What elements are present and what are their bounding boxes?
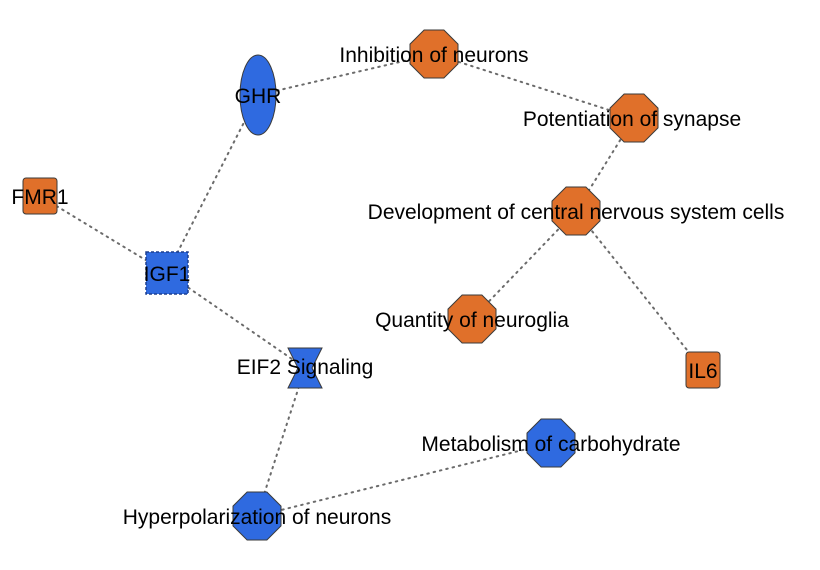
node-octagon-shape (409, 29, 459, 79)
node-label-quantity: Quantity of neuroglia (375, 309, 569, 332)
edge-ghr-igf1 (166, 94, 259, 274)
node-development[interactable]: Development of central nervous system ce… (368, 186, 785, 236)
edge-inhibition-potentiation (433, 53, 635, 119)
edge-igf1-eif2 (166, 272, 306, 369)
node-octagon-shape (551, 186, 601, 236)
node-label-ghr: GHR (235, 85, 282, 108)
node-label-potentiation: Potentiation of synapse (523, 108, 741, 131)
node-label-eif2: EIF2 Signaling (237, 356, 374, 379)
edge-fmr1-igf1 (39, 195, 168, 274)
node-eif2[interactable]: EIF2 Signaling (237, 347, 374, 389)
node-ellipse-shape (239, 54, 277, 136)
node-potentiation[interactable]: Potentiation of synapse (523, 93, 741, 143)
node-il6[interactable]: IL6 (685, 351, 721, 389)
edge-hyperpolarization-metabolism (256, 442, 552, 517)
node-fmr1[interactable]: FMR1 (11, 177, 69, 215)
node-octagon-shape (609, 93, 659, 143)
node-label-il6: IL6 (688, 360, 717, 383)
node-rounded-square-shape (685, 351, 721, 389)
node-octagon-shape (232, 491, 282, 541)
node-metabolism[interactable]: Metabolism of carbohydrate (421, 418, 681, 468)
node-label-inhibition: Inhibition of neurons (339, 44, 528, 67)
edge-eif2-hyperpolarization (256, 367, 306, 517)
edge-development-quantity (471, 210, 577, 320)
node-hyperpolarization[interactable]: Hyperpolarization of neurons (123, 491, 392, 541)
node-igf1[interactable]: IGF1 (144, 251, 191, 295)
node-ghr[interactable]: GHR (235, 54, 282, 136)
node-label-metabolism: Metabolism of carbohydrate (421, 433, 680, 456)
node-layer: GHR Inhibition of neurons Potentiation of … (11, 29, 785, 541)
node-label-fmr1: FMR1 (11, 186, 68, 209)
node-quantity[interactable]: Quantity of neuroglia (375, 294, 569, 344)
node-octagon-shape (447, 294, 497, 344)
node-inhibition[interactable]: Inhibition of neurons (339, 29, 529, 79)
node-label-hyperpolarization: Hyperpolarization of neurons (123, 506, 392, 529)
node-label-development: Development of central nervous system ce… (368, 201, 785, 224)
node-label-igf1: IGF1 (144, 263, 191, 286)
edge-development-il6 (575, 210, 704, 371)
node-hourglass-shape (287, 347, 323, 389)
node-square-shape (145, 251, 189, 295)
node-octagon-shape (526, 418, 576, 468)
node-rounded-square-shape (22, 177, 58, 215)
edge-ghr-inhibition (257, 53, 435, 96)
